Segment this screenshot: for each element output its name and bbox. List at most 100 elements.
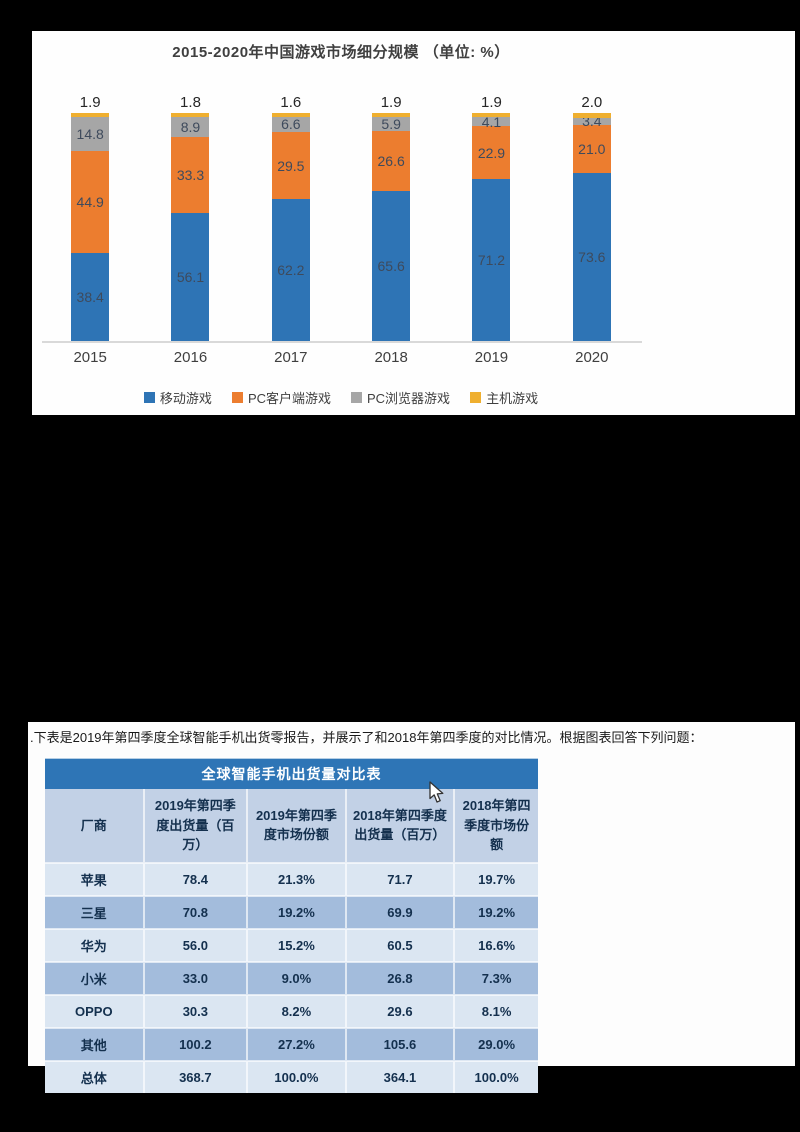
bar-segment-移动游戏-2019: 71.2 [472, 178, 511, 341]
segment-value-label: 21.0 [578, 141, 606, 158]
table-cell: 56.0 [142, 927, 248, 962]
bar-segment-PC浏览器游戏-2019: 4.1 [472, 113, 511, 130]
legend-swatch-icon [351, 392, 362, 403]
table-cell: 19.7% [453, 861, 538, 896]
segment-value-label: 44.9 [76, 194, 104, 211]
table-cell: 60.5 [344, 927, 455, 962]
segment-value-label: 65.6 [377, 258, 405, 275]
table-cell: 21.3% [246, 861, 346, 896]
smartphone-shipment-table: 全球智能手机出货量对比表 厂商 2019年第四季度出货量（百万） 2019年第四季度… [45, 757, 538, 1093]
table-cell: 33.0 [142, 960, 248, 995]
bar-slot-2018: 65.6 26.6 5.9 1.9 [341, 95, 441, 341]
question-panel: .下表是2019年第四季度全球智能手机出货零报告，并展示了和2018年第四季度的… [28, 722, 795, 1093]
table-cell: 368.7 [142, 1059, 248, 1093]
segment-value-label: 29.5 [277, 157, 305, 174]
bar-top-label-2019: 1.9 [481, 93, 502, 111]
table-cell: 26.8 [344, 960, 455, 995]
legend-swatch-icon [143, 392, 155, 403]
bar-segment-PC客户端游戏-2016: 33.3 [171, 137, 210, 214]
x-axis-label-2015: 2015 [73, 349, 107, 366]
bar-segment-移动游戏-2015: 38.4 [71, 253, 110, 341]
bar-slot-2015: 38.4 44.9 14.8 1.9 [40, 95, 140, 341]
segment-value-label: 26.6 [377, 153, 405, 170]
bar-stack-2016: 56.1 33.3 8.9 1.8 [171, 95, 210, 341]
x-axis-label-2017: 2017 [274, 349, 308, 366]
table-cell: 小米 [45, 960, 144, 995]
table-title: 全球智能手机出货量对比表 [45, 757, 538, 789]
bar-segment-移动游戏-2017: 62.2 [271, 199, 310, 341]
bar-slot-2020: 73.6 21.0 3.4 2.0 [542, 95, 642, 341]
bar-segment-PC浏览器游戏-2020: 3.4 [572, 114, 611, 128]
legend-item-PC浏览器游戏: PC浏览器游戏 [351, 388, 450, 407]
bar-segment-PC浏览器游戏-2017: 6.6 [271, 116, 310, 133]
bar-slot-2017: 62.2 29.5 6.6 1.6 [241, 95, 341, 341]
bar-segment-主机游戏-2020 [572, 113, 611, 118]
legend-label: PC浏览器游戏 [367, 391, 451, 406]
bar-slot-2019: 71.2 22.9 4.1 1.9 [441, 95, 541, 341]
x-axis-labels: 2015 2016 2017 2018 2019 2020 [40, 349, 642, 366]
table-header-row: 厂商 2019年第四季度出货量（百万） 2019年第四季度市场份额 2018年第四季度… [45, 789, 538, 863]
segment-value-label: 3.4 [582, 113, 602, 130]
x-axis-label-2016: 2016 [173, 349, 208, 366]
bar-top-label-2015: 1.9 [79, 94, 101, 112]
chart-plot: 38.4 44.9 14.8 1.9 56.1 33.3 8.9 1.8 62.2 29.5 6.6… [40, 95, 642, 341]
table-row-OPPO: OPPO 30.3 8.2% 29.6 8.1% [45, 993, 538, 1028]
table-cell: 8.1% [453, 993, 538, 1028]
table-cell: 三星 [45, 894, 144, 929]
table-row-华为: 华为 56.0 15.2% 60.5 16.6% [45, 927, 538, 962]
bar-top-label-2020: 2.0 [581, 94, 603, 112]
legend-item-主机游戏: 主机游戏 [470, 388, 538, 407]
bar-segment-PC浏览器游戏-2016: 8.9 [171, 116, 210, 138]
bar-stack-2020: 73.6 21.0 3.4 2.0 [572, 95, 611, 341]
table-header-cell: 2018年第四季度市场份额 [453, 789, 538, 863]
bar-segment-主机游戏-2015 [71, 113, 110, 118]
x-axis-line [42, 341, 642, 343]
bar-stack-2017: 62.2 29.5 6.6 1.6 [271, 95, 310, 341]
bar-segment-主机游戏-2017 [271, 113, 310, 117]
table-cell: 100.2 [142, 1026, 248, 1061]
bar-segment-主机游戏-2016 [171, 112, 210, 117]
bar-segment-移动游戏-2020: 73.6 [572, 173, 611, 341]
segment-value-label: 4.1 [481, 113, 502, 130]
segment-value-label: 38.4 [76, 289, 104, 306]
x-axis-label-2020: 2020 [575, 349, 609, 366]
legend-item-PC客户端游戏: PC客户端游戏 [231, 388, 331, 407]
bar-slot-2016: 56.1 33.3 8.9 1.8 [140, 95, 240, 341]
segment-value-label: 8.9 [180, 119, 201, 136]
table-body: 苹果 78.4 21.3% 71.7 19.7% 三星 70.8 19.2% 69.9 19.2%… [45, 861, 538, 1093]
table-cell: 71.7 [344, 861, 455, 896]
segment-value-label: 5.9 [381, 116, 401, 133]
table-cell: 8.2% [246, 993, 346, 1028]
table-cell: 总体 [45, 1059, 144, 1093]
bar-stack-2015: 38.4 44.9 14.8 1.9 [71, 95, 110, 341]
chart-panel: 2015-2020年中国游戏市场细分规模 （单位: %） 38.4 44.9 14.… [32, 31, 795, 415]
segment-value-label: 33.3 [176, 167, 205, 184]
table-cell: 其他 [45, 1026, 144, 1061]
bar-stack-2018: 65.6 26.6 5.9 1.9 [372, 95, 411, 341]
bar-top-label-2017: 1.6 [280, 94, 302, 112]
table-cell: 7.3% [453, 960, 538, 995]
table-row-其他: 其他 100.2 27.2% 105.6 29.0% [45, 1026, 538, 1061]
bar-segment-PC浏览器游戏-2015: 14.8 [71, 117, 110, 152]
table-row-苹果: 苹果 78.4 21.3% 71.7 19.7% [45, 861, 538, 896]
bar-segment-移动游戏-2018: 65.6 [372, 191, 411, 341]
table-row-总体: 总体 368.7 100.0% 364.1 100.0% [45, 1059, 538, 1093]
table-header-cell: 厂商 [45, 789, 144, 863]
table-cell: 苹果 [45, 861, 144, 896]
table-cell: 16.6% [453, 927, 538, 962]
table-cell: 华为 [45, 927, 144, 962]
segment-value-label: 73.6 [578, 249, 606, 266]
table-cell: 15.2% [246, 927, 346, 962]
table-title-row: 全球智能手机出货量对比表 [45, 757, 538, 789]
table-cell: 100.0% [246, 1059, 346, 1093]
bar-segment-PC客户端游戏-2018: 26.6 [372, 130, 411, 192]
legend-swatch-icon [470, 392, 482, 403]
table-cell: 19.2% [453, 894, 538, 929]
x-axis-label-2018: 2018 [374, 349, 408, 366]
table-cell: 100.0% [453, 1059, 538, 1093]
table-cell: 78.4 [142, 861, 248, 896]
segment-value-label: 6.6 [281, 116, 301, 133]
table-cell: 364.1 [344, 1059, 455, 1093]
table-cell: OPPO [45, 993, 144, 1028]
